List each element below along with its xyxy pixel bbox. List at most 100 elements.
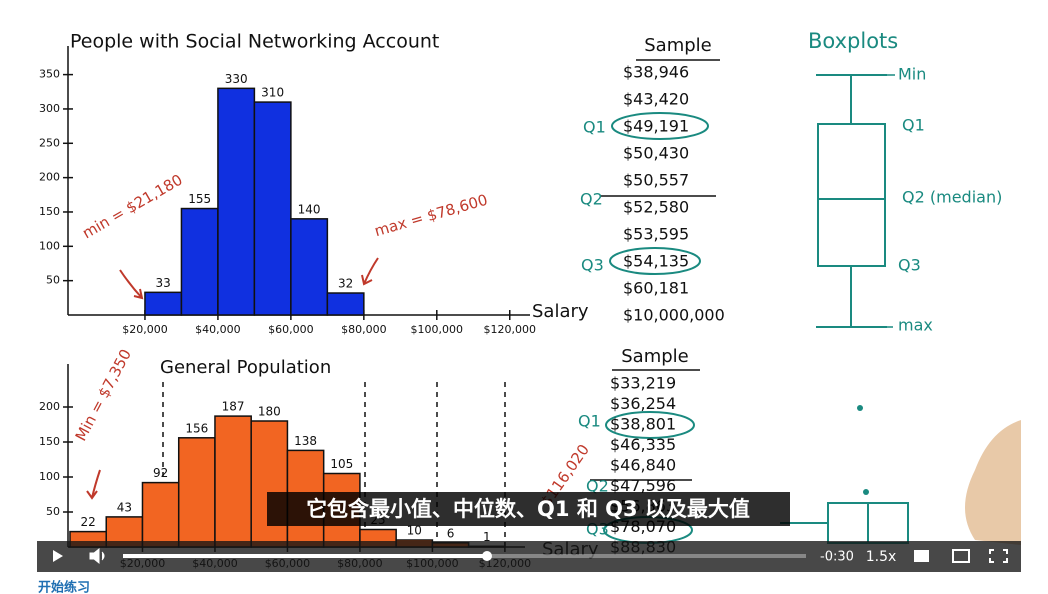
- bar-value-label: 32: [338, 277, 353, 291]
- bar-value-label: 43: [117, 500, 132, 514]
- x-tick-label: $20,000: [122, 323, 168, 336]
- subtitle-text: 它包含最小值、中位数、Q1 和 Q3 以及最大值: [306, 497, 750, 521]
- histogram-bar: [253, 101, 292, 316]
- y-tick-label: 250: [39, 136, 60, 149]
- boxplot-connectors: [860, 74, 895, 328]
- y-tick-label: 150: [39, 435, 60, 448]
- histogram-bar: [250, 420, 289, 548]
- chart-title: People with Social Networking Account: [70, 31, 439, 53]
- x-tick-label: $80,000: [341, 323, 387, 336]
- boxplot-label: Q2 (median): [902, 188, 1002, 207]
- outlier: [863, 489, 869, 495]
- fullscreen-button[interactable]: [989, 549, 1008, 563]
- bar-value-label: 105: [330, 457, 353, 471]
- bar-value-label: 310: [261, 86, 284, 100]
- y-tick-label: 200: [39, 171, 60, 184]
- arrow: [86, 469, 101, 500]
- sample-value: $46,840: [610, 456, 676, 475]
- boxplot-title: Boxplots: [808, 29, 898, 53]
- y-tick-label: 100: [39, 239, 60, 252]
- sample-header: Sample: [621, 346, 689, 367]
- bar-value-label: 140: [298, 202, 321, 216]
- x-tick-label: $40,000: [195, 323, 241, 336]
- bar-value-label: 22: [80, 515, 95, 529]
- quartile-label: Q1: [578, 412, 601, 431]
- histogram-bar: [217, 87, 256, 316]
- bar-value-label: 33: [156, 276, 171, 290]
- boxplot-label: Q1: [902, 116, 925, 135]
- sample-lines: [590, 59, 720, 481]
- time-remaining: -0:30: [820, 550, 854, 565]
- sample-value: $53,595: [623, 225, 689, 244]
- play-button[interactable]: [53, 550, 63, 562]
- x-tick-label: $60,000: [268, 323, 314, 336]
- sample-value: $10,000,000: [623, 306, 725, 325]
- y-tick-label: 350: [39, 68, 60, 81]
- bar-value-label: 1: [483, 530, 491, 544]
- sample-value: $43,420: [623, 90, 689, 109]
- presenter-hand: [965, 420, 1021, 545]
- quartile-label: Q1: [583, 118, 606, 137]
- histogram-bar: [326, 292, 365, 316]
- guide-lines: [162, 382, 506, 547]
- bar-value-label: 6: [447, 526, 455, 540]
- histogram-bar: [290, 218, 329, 316]
- y-tick-label: 300: [39, 102, 60, 115]
- boxplot-label: Q3: [898, 256, 921, 275]
- quartile-circle: [605, 411, 695, 439]
- y-tick-label: 100: [39, 470, 60, 483]
- x-axis-label: Salary: [532, 301, 589, 322]
- histogram-bar: [177, 437, 216, 548]
- sample-value: $36,254: [610, 394, 676, 413]
- y-tick-label: 50: [46, 274, 60, 287]
- bar-value-label: 156: [185, 421, 208, 435]
- bar-value-label: 330: [225, 72, 248, 86]
- miniplayer-button[interactable]: [952, 549, 970, 563]
- bar-value-label: 155: [188, 192, 211, 206]
- progress-played: [123, 554, 487, 558]
- bar-value-label: 138: [294, 434, 317, 448]
- quartile-circle: [611, 112, 709, 140]
- chart-title: General Population: [160, 357, 331, 378]
- sample-value: $38,801: [610, 415, 676, 434]
- sample-value: $60,181: [623, 279, 689, 298]
- sample-value: $33,219: [610, 374, 676, 393]
- arrow: [119, 269, 144, 300]
- progress-handle[interactable]: [482, 551, 492, 561]
- speed-button[interactable]: 1.5x: [866, 549, 897, 565]
- subtitle: 它包含最小值、中位数、Q1 和 Q3 以及最大值: [267, 492, 790, 526]
- quartile-circle: [609, 247, 701, 275]
- sample-value: $49,191: [623, 117, 689, 136]
- sample-value: $46,335: [610, 435, 676, 454]
- bar-value-label: 10: [407, 524, 422, 538]
- volume-button[interactable]: [89, 547, 105, 565]
- histogram-bar: [144, 291, 183, 316]
- x-tick-label: $120,000: [484, 323, 537, 336]
- player-controls: -0:30 1.5x: [37, 541, 1021, 572]
- x-tick-label: $100,000: [411, 323, 464, 336]
- sample-value: $38,946: [623, 63, 689, 82]
- sample-value: $54,135: [623, 252, 689, 271]
- practice-link[interactable]: 开始练习: [38, 580, 90, 594]
- sample-value: $52,580: [623, 198, 689, 217]
- quartile-label: Q2: [586, 477, 609, 496]
- histogram-bar: [141, 481, 180, 548]
- sample-value: $47,596: [610, 476, 676, 495]
- sample-value: $50,557: [623, 171, 689, 190]
- quartile-label: Q2: [580, 190, 603, 209]
- annotation-arrows: [86, 257, 379, 500]
- bar-value-label: 92: [153, 466, 168, 480]
- y-tick-label: 150: [39, 205, 60, 218]
- quartile-label: Q3: [581, 256, 604, 275]
- y-tick-label: 200: [39, 400, 60, 413]
- boxplot-label: Min: [898, 65, 926, 84]
- bar-value-label: 187: [222, 400, 245, 414]
- arrow: [361, 257, 379, 286]
- sample-value: $50,430: [623, 144, 689, 163]
- y-tick-label: 50: [46, 505, 60, 518]
- captions-button[interactable]: [914, 550, 929, 562]
- subtitle-background: [267, 492, 790, 526]
- bar-value-label: 180: [258, 405, 281, 419]
